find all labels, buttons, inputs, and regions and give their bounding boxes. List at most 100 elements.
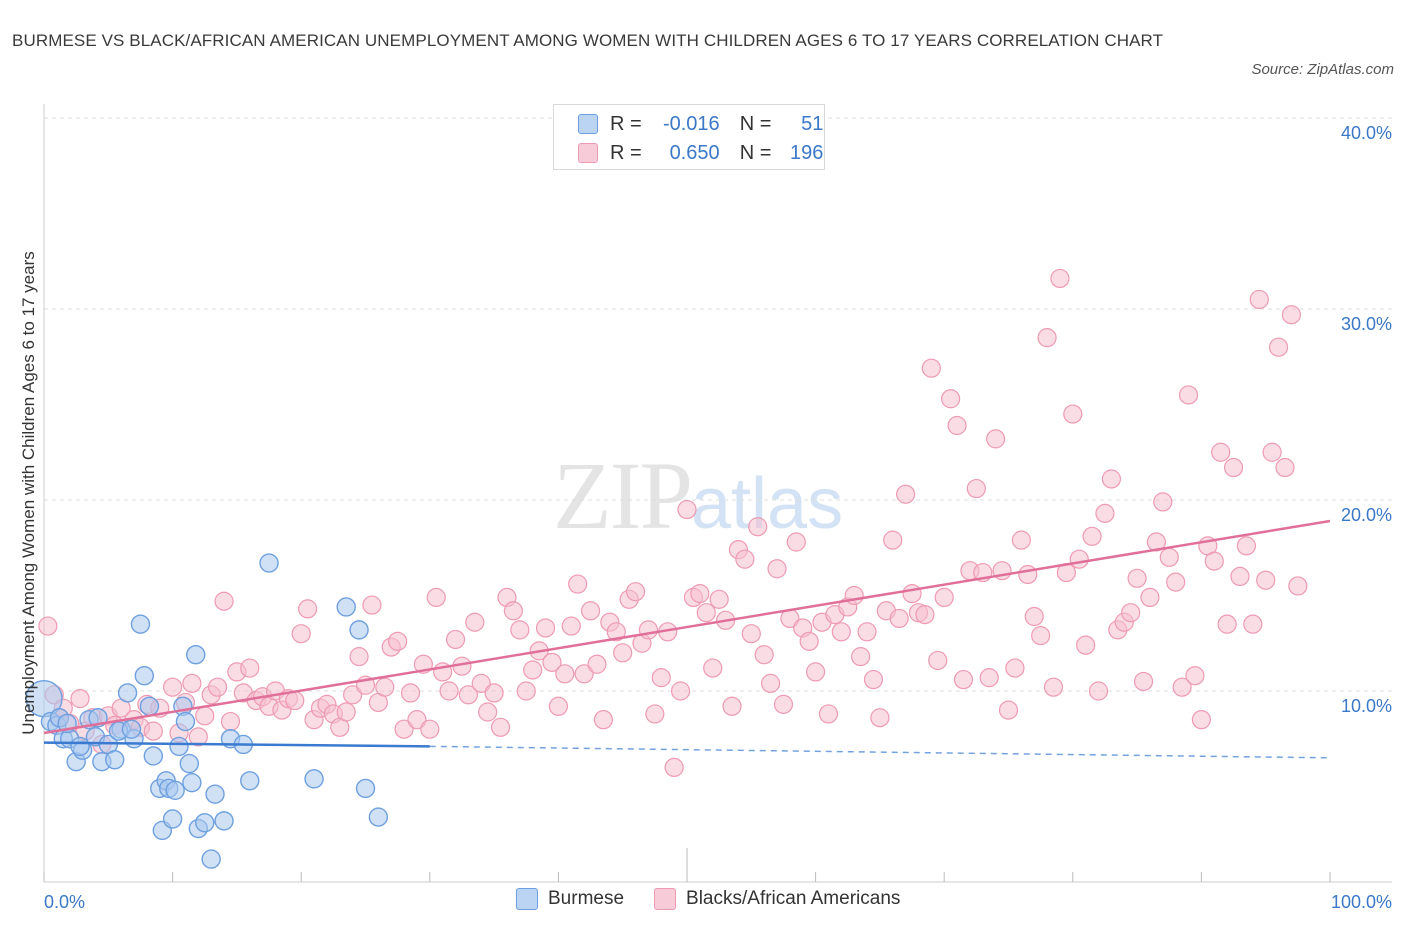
black-point [298, 599, 318, 619]
black-point [883, 530, 903, 550]
black-point [1281, 305, 1302, 325]
burmese-swatch [578, 114, 598, 134]
watermark-zip: ZIP [553, 442, 693, 549]
black-point [343, 685, 363, 705]
black-point [773, 694, 794, 714]
black-point [953, 669, 974, 690]
black-point [70, 689, 90, 709]
black-legend-swatch [654, 888, 677, 910]
black-point [580, 601, 601, 621]
black-point [407, 710, 427, 730]
burmese-point [134, 666, 155, 686]
black-point [947, 415, 967, 436]
r-label: R = [610, 112, 642, 135]
black-point [1043, 677, 1064, 697]
trend-lines [43, 519, 1331, 759]
black-point [143, 721, 163, 741]
black-r-value: 0.650 [669, 141, 720, 164]
black-point [741, 624, 761, 644]
black-point [896, 484, 916, 504]
black-point [818, 704, 839, 724]
x-tick-label: 0.0% [44, 892, 85, 912]
burmese-point [214, 811, 234, 831]
y-tick-label: 10.0% [1341, 696, 1392, 716]
black-point [1185, 666, 1205, 686]
legend-item-burmese[interactable]: Burmese [516, 888, 624, 910]
black-point [362, 595, 382, 615]
black-point [1018, 564, 1038, 585]
n-label: N = [739, 141, 772, 164]
burmese-point [175, 711, 196, 732]
black-point [1146, 532, 1166, 552]
n-label: N = [739, 112, 772, 135]
black-point [786, 532, 806, 552]
watermark: ZIPatlas [553, 440, 843, 551]
black-point [748, 517, 768, 537]
black-point [844, 585, 864, 606]
black-point [548, 696, 569, 716]
black-point [1191, 710, 1212, 730]
legend-row-black: R = 0.650 N = 196 [578, 139, 823, 167]
series-legend: Burmese Blacks/African Americans [516, 888, 930, 910]
burmese-point [259, 553, 279, 573]
black-point [754, 645, 774, 665]
black-point [490, 717, 511, 737]
black-point [1159, 547, 1179, 567]
black-point [998, 700, 1019, 720]
series-black-points [38, 268, 1308, 778]
black-point [1275, 457, 1295, 478]
black-point [966, 478, 986, 499]
black-point [503, 601, 523, 621]
black-point [510, 620, 530, 640]
black-point [38, 616, 58, 636]
black-point [1140, 587, 1160, 608]
burmese-point [165, 780, 185, 801]
black-point [188, 727, 208, 747]
black-point [670, 681, 691, 701]
black-point [388, 631, 408, 651]
burmese-legend-label: Burmese [548, 888, 625, 909]
black-point [484, 683, 504, 703]
black-point [1268, 337, 1289, 357]
burmese-legend-swatch [516, 888, 538, 910]
black-point [1095, 503, 1115, 523]
legend-item-black[interactable]: Blacks/African Americans [654, 888, 900, 910]
black-point [349, 647, 369, 667]
black-point [1069, 549, 1089, 569]
black-point [703, 658, 723, 678]
black-point [471, 673, 491, 693]
black-point [928, 650, 948, 671]
black-n-value: 196 [790, 141, 824, 164]
axes [43, 104, 1392, 883]
burmese-point [195, 813, 215, 833]
black-point [1256, 570, 1276, 590]
black-point [555, 664, 575, 684]
black-point [1076, 635, 1096, 655]
burmese-point [70, 736, 90, 757]
black-point [664, 757, 684, 778]
black-point [458, 685, 478, 705]
black-point [1211, 442, 1231, 462]
black-point [1230, 566, 1250, 587]
burmese-point [179, 753, 200, 774]
burmese-point [368, 807, 389, 827]
black-point [1127, 568, 1147, 588]
burmese-point [117, 683, 138, 703]
black-point [979, 668, 999, 688]
black-point [445, 629, 466, 650]
black-point [1236, 536, 1257, 556]
black-point [1243, 614, 1263, 634]
black-trend-line [43, 519, 1331, 735]
black-point [767, 559, 787, 579]
black-point [831, 622, 851, 642]
black-point [163, 677, 183, 697]
black-point [1249, 289, 1269, 310]
burmese-point [186, 645, 206, 665]
black-point [638, 620, 659, 640]
black-point [1178, 385, 1199, 405]
black-point [574, 664, 594, 684]
black-point [760, 673, 781, 693]
burmese-point [105, 750, 125, 770]
burmese-point [143, 746, 164, 766]
